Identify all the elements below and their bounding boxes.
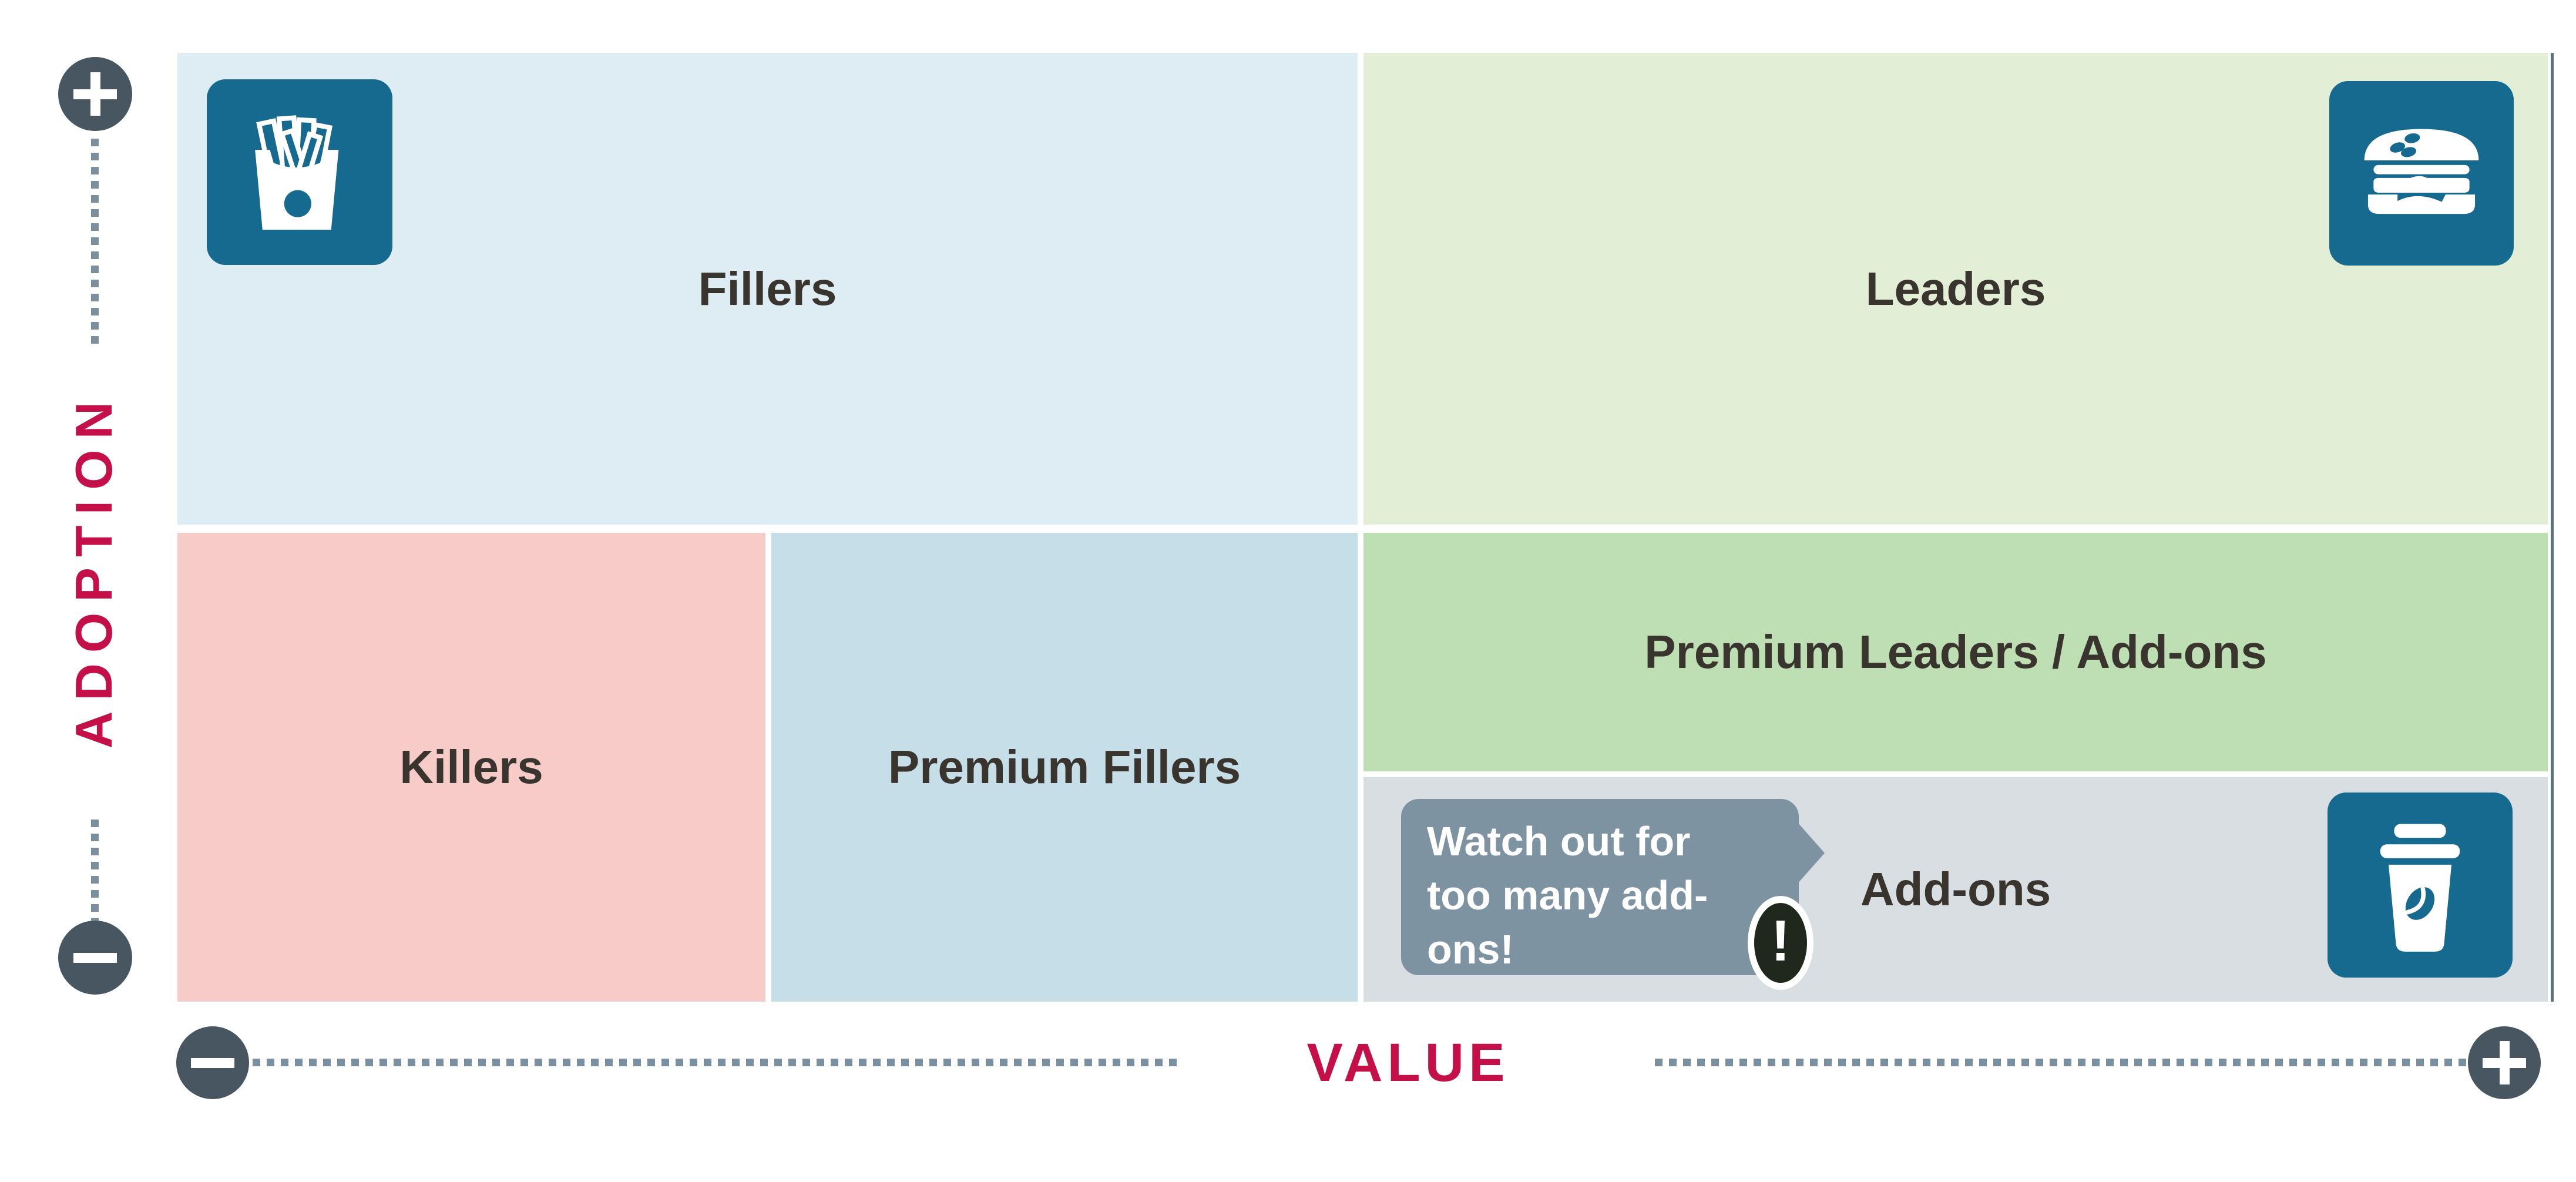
quadrant-killers: Killers	[177, 533, 765, 1002]
coffee-cup-icon	[2328, 793, 2513, 978]
quadrant-premium-fillers: Premium Fillers	[771, 533, 1358, 1002]
fries-icon	[207, 79, 392, 265]
quadrant-premium-leaders-label: Premium Leaders / Add-ons	[1644, 626, 2267, 678]
callout-tail	[1798, 822, 1825, 884]
quadrant-fillers-label: Fillers	[698, 262, 837, 315]
quadrant-leaders-label: Leaders	[1865, 262, 2046, 315]
value-axis-line-left	[253, 1059, 1178, 1066]
value-axis-label: VALUE	[1307, 1033, 1510, 1093]
adoption-axis-line-bottom	[91, 820, 99, 921]
quadrant-premium-leaders: Premium Leaders / Add-ons	[1363, 533, 2548, 771]
value-axis-minus-icon	[176, 1026, 249, 1099]
value-axis-plus-icon	[2468, 1026, 2541, 1099]
quadrant-fillers: Fillers	[177, 53, 1358, 525]
adoption-axis-label: ADOPTION	[65, 391, 123, 749]
grid-right-border	[2551, 53, 2554, 1002]
burger-icon	[2329, 81, 2514, 266]
quadrant-add-ons: Add-ons Watch out for too many add-ons! …	[1363, 777, 2548, 1002]
adoption-axis-minus-icon	[58, 921, 132, 995]
value-axis-line-right	[1655, 1059, 2467, 1066]
warning-callout-bubble: Watch out for too many add-ons!	[1401, 799, 1825, 975]
adoption-axis-line-top	[91, 139, 99, 347]
adoption-axis-plus-icon	[58, 57, 132, 131]
quadrant-leaders: Leaders	[1363, 53, 2548, 525]
quadrant-premium-fillers-label: Premium Fillers	[888, 741, 1241, 793]
quadrant-killers-label: Killers	[399, 741, 543, 793]
exclamation-icon: !	[1748, 896, 1813, 990]
quadrant-add-ons-label: Add-ons	[1860, 863, 2051, 915]
warning-callout-text: Watch out for too many add-ons!	[1427, 818, 1708, 972]
